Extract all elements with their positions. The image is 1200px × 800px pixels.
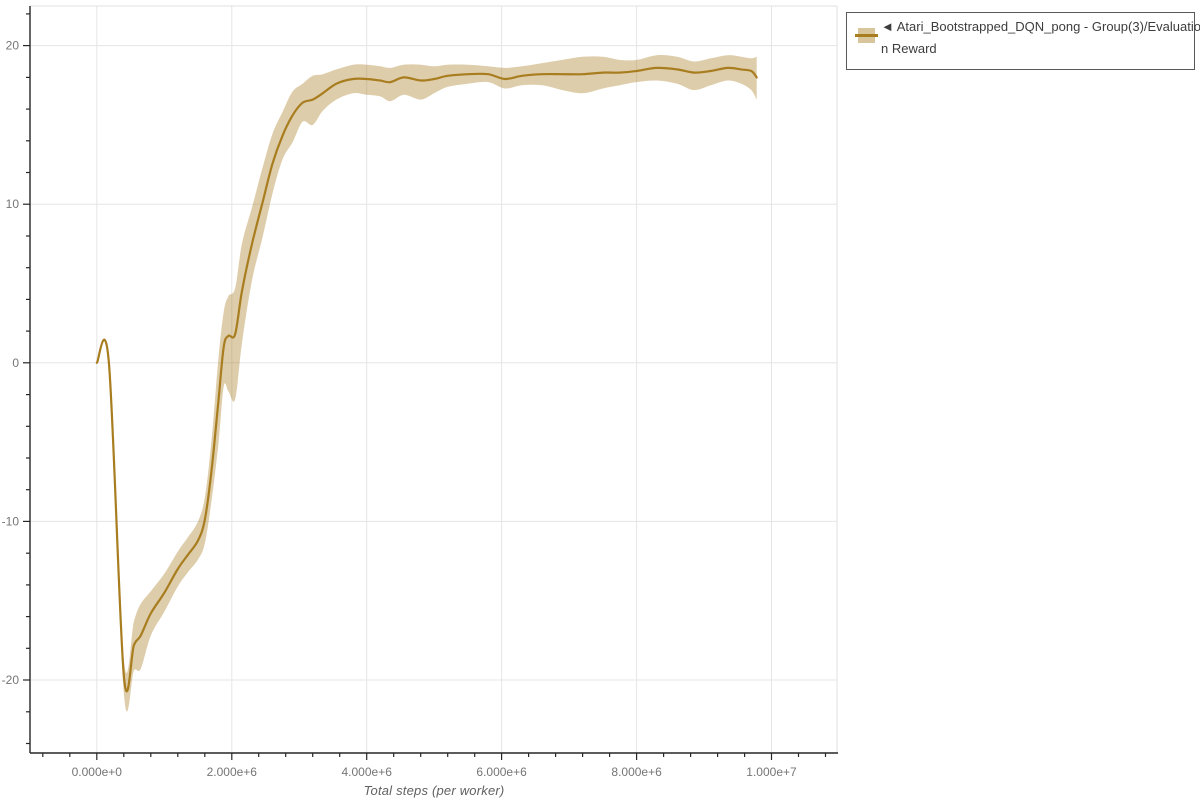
legend-line-icon — [855, 34, 878, 37]
x-tick-label: 2.000e+6 — [207, 765, 258, 779]
y-tick-label: 20 — [6, 39, 20, 53]
y-tick-label: 0 — [12, 356, 19, 370]
series-band — [96, 55, 757, 712]
legend-label-line-2: n Reward — [881, 41, 937, 56]
series-line — [95, 66, 758, 693]
x-tick-label: 0.000e+0 — [72, 765, 123, 779]
legend-swatch-icon — [855, 28, 878, 43]
x-axis-title: Total steps (per worker) — [363, 783, 505, 798]
x-tick-label: 8.000e+6 — [611, 765, 662, 779]
y-tick-label: -20 — [2, 673, 20, 687]
legend-entry-label[interactable]: ◄ Atari_Bootstrapped_DQN_pong - Group(3)… — [881, 16, 1200, 60]
x-tick-label: 4.000e+6 — [342, 765, 393, 779]
y-tick-label: 10 — [6, 197, 20, 211]
y-tick-label: -10 — [2, 514, 20, 528]
x-tick-label: 1.000e+7 — [746, 765, 797, 779]
legend-label-line-1: ◄ Atari_Bootstrapped_DQN_pong - Group(3)… — [881, 19, 1200, 34]
legend[interactable]: ◄ Atari_Bootstrapped_DQN_pong - Group(3)… — [846, 12, 1200, 70]
x-tick-label: 6.000e+6 — [476, 765, 527, 779]
